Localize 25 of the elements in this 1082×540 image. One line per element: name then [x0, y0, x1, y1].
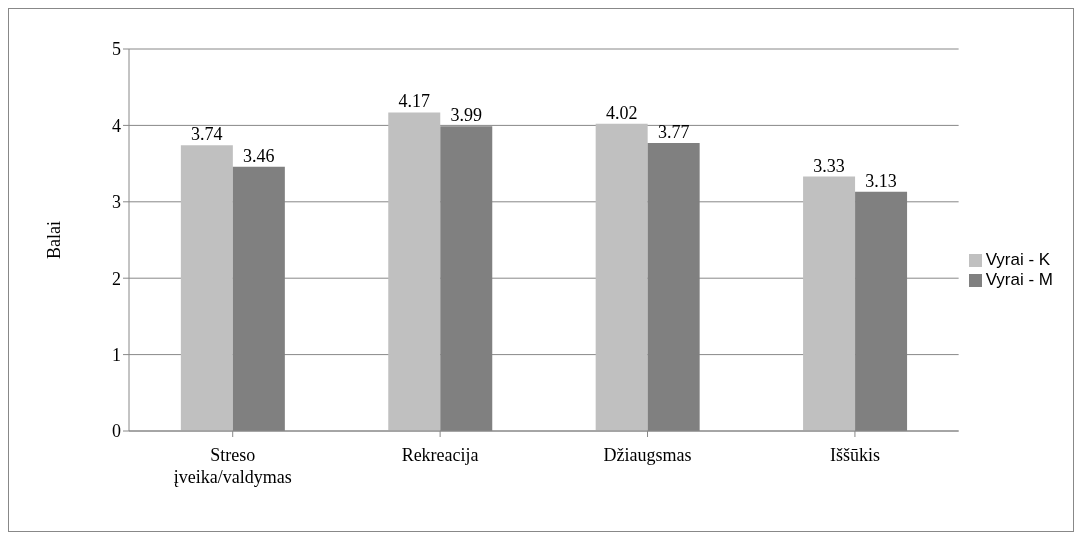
- bar: [803, 176, 856, 431]
- legend-label: Vyrai - K: [985, 250, 1051, 269]
- data-label: 3.99: [450, 105, 483, 126]
- data-label: 4.17: [398, 91, 431, 112]
- x-tick-label: Džiaugsmas: [603, 445, 692, 465]
- y-tick-label: 3: [112, 192, 121, 213]
- x-tick-label: Iššūkis: [829, 445, 880, 465]
- bar: [595, 123, 648, 431]
- data-label: 3.46: [243, 145, 275, 166]
- legend-label: Vyrai - M: [985, 270, 1053, 289]
- x-tick-label: Rekreacija: [401, 445, 479, 465]
- y-tick-label: 1: [112, 344, 121, 365]
- y-axis-title: Balai: [44, 221, 65, 259]
- data-label: 4.02: [605, 102, 638, 123]
- data-label: 3.33: [813, 155, 845, 176]
- data-label: 3.74: [191, 124, 223, 145]
- data-label: 3.77: [657, 121, 690, 142]
- y-tick-label: 0: [112, 421, 121, 442]
- x-tick-label: Streso įveika/valdymas: [173, 445, 292, 487]
- y-tick-label: 2: [112, 268, 121, 289]
- y-tick-label: 5: [112, 39, 121, 60]
- bar: [388, 112, 441, 431]
- bar: [180, 145, 233, 431]
- y-tick-label: 4: [112, 115, 121, 136]
- data-label: 3.13: [865, 170, 897, 191]
